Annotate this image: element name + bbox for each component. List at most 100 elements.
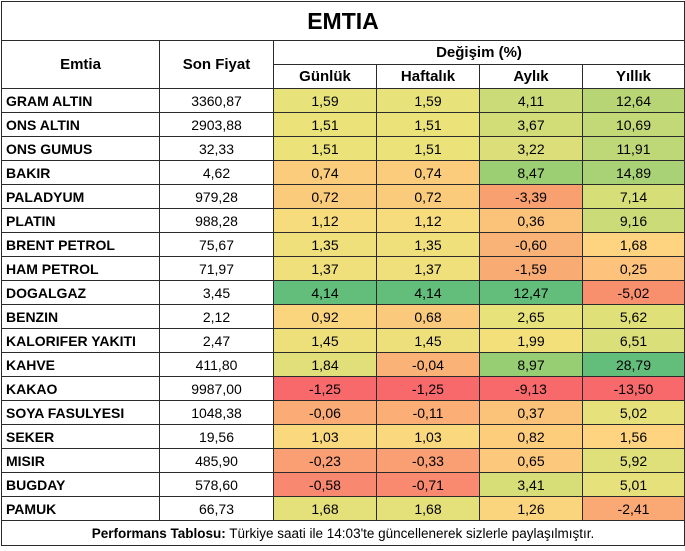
last-price-cell: 3,45 bbox=[159, 280, 274, 305]
last-price-cell: 1048,38 bbox=[159, 400, 274, 425]
monthly-change-cell: 8,47 bbox=[479, 160, 583, 185]
table-row: PLATIN 988,28 1,12 1,12 0,36 9,16 bbox=[1, 208, 685, 233]
weekly-change-cell: 4,14 bbox=[376, 280, 480, 305]
yearly-change-cell: -13,50 bbox=[582, 376, 685, 401]
yearly-change-cell: 7,14 bbox=[582, 184, 685, 209]
yearly-change-cell: 5,92 bbox=[582, 448, 685, 473]
monthly-change-cell: 8,97 bbox=[479, 352, 583, 377]
table-row: MISIR 485,90 -0,23 -0,33 0,65 5,92 bbox=[1, 448, 685, 473]
table-row: GRAM ALTIN 3360,87 1,59 1,59 4,11 12,64 bbox=[1, 88, 685, 113]
header-yearly: Yıllık bbox=[582, 64, 685, 89]
yearly-change-cell: 11,91 bbox=[582, 136, 685, 161]
daily-change-cell: 1,84 bbox=[273, 352, 377, 377]
header-daily: Günlük bbox=[273, 64, 377, 89]
weekly-change-cell: 1,51 bbox=[376, 136, 480, 161]
weekly-change-cell: 1,37 bbox=[376, 256, 480, 281]
table-row: BENZIN 2,12 0,92 0,68 2,65 5,62 bbox=[1, 304, 685, 329]
weekly-change-cell: -0,33 bbox=[376, 448, 480, 473]
monthly-change-cell: 0,82 bbox=[479, 424, 583, 449]
table-row: HAM PETROL 71,97 1,37 1,37 -1,59 0,25 bbox=[1, 256, 685, 281]
table-row: SEKER 19,56 1,03 1,03 0,82 1,56 bbox=[1, 424, 685, 449]
table-row: PAMUK 66,73 1,68 1,68 1,26 -2,41 bbox=[1, 496, 685, 521]
monthly-change-cell: -9,13 bbox=[479, 376, 583, 401]
last-price-cell: 75,67 bbox=[159, 232, 274, 257]
yearly-change-cell: 0,25 bbox=[582, 256, 685, 281]
table-row: SOYA FASULYESI 1048,38 -0,06 -0,11 0,37 5,02 bbox=[1, 400, 685, 425]
table-row: DOGALGAZ 3,45 4,14 4,14 12,47 -5,02 bbox=[1, 280, 685, 305]
yearly-change-cell: -2,41 bbox=[582, 496, 685, 521]
yearly-change-cell: 6,51 bbox=[582, 328, 685, 353]
weekly-change-cell: 1,03 bbox=[376, 424, 480, 449]
last-price-cell: 3360,87 bbox=[159, 88, 274, 113]
last-price-cell: 71,97 bbox=[159, 256, 274, 281]
commodity-name: KAKAO bbox=[1, 376, 160, 401]
weekly-change-cell: 1,45 bbox=[376, 328, 480, 353]
daily-change-cell: 1,59 bbox=[273, 88, 377, 113]
commodity-name: PALADYUM bbox=[1, 184, 160, 209]
yearly-change-cell: 1,56 bbox=[582, 424, 685, 449]
weekly-change-cell: 1,51 bbox=[376, 112, 480, 137]
commodity-name: GRAM ALTIN bbox=[1, 88, 160, 113]
yearly-change-cell: 9,16 bbox=[582, 208, 685, 233]
header-last-price: Son Fiyat bbox=[159, 40, 274, 89]
last-price-cell: 988,28 bbox=[159, 208, 274, 233]
table-footer: Performans Tablosu: Türkiye saati ile 14… bbox=[1, 520, 685, 546]
last-price-cell: 32,33 bbox=[159, 136, 274, 161]
monthly-change-cell: -3,39 bbox=[479, 184, 583, 209]
yearly-change-cell: 5,62 bbox=[582, 304, 685, 329]
monthly-change-cell: 0,65 bbox=[479, 448, 583, 473]
table-row: KAHVE 411,80 1,84 -0,04 8,97 28,79 bbox=[1, 352, 685, 377]
monthly-change-cell: -0,60 bbox=[479, 232, 583, 257]
weekly-change-cell: 1,59 bbox=[376, 88, 480, 113]
yearly-change-cell: 5,01 bbox=[582, 472, 685, 497]
daily-change-cell: -0,58 bbox=[273, 472, 377, 497]
commodity-name: BUGDAY bbox=[1, 472, 160, 497]
weekly-change-cell: 1,12 bbox=[376, 208, 480, 233]
last-price-cell: 66,73 bbox=[159, 496, 274, 521]
commodity-name: BENZIN bbox=[1, 304, 160, 329]
table-row: ONS ALTIN 2903,88 1,51 1,51 3,67 10,69 bbox=[1, 112, 685, 137]
weekly-change-cell: 1,35 bbox=[376, 232, 480, 257]
weekly-change-cell: 0,74 bbox=[376, 160, 480, 185]
last-price-cell: 9987,00 bbox=[159, 376, 274, 401]
commodity-name: ONS GUMUS bbox=[1, 136, 160, 161]
table-row: ONS GUMUS 32,33 1,51 1,51 3,22 11,91 bbox=[1, 136, 685, 161]
commodity-name: ONS ALTIN bbox=[1, 112, 160, 137]
daily-change-cell: 0,72 bbox=[273, 184, 377, 209]
last-price-cell: 485,90 bbox=[159, 448, 274, 473]
monthly-change-cell: 3,67 bbox=[479, 112, 583, 137]
daily-change-cell: 4,14 bbox=[273, 280, 377, 305]
table-row: BRENT PETROL 75,67 1,35 1,35 -0,60 1,68 bbox=[1, 232, 685, 257]
weekly-change-cell: -0,04 bbox=[376, 352, 480, 377]
yearly-change-cell: 10,69 bbox=[582, 112, 685, 137]
daily-change-cell: 0,92 bbox=[273, 304, 377, 329]
daily-change-cell: -0,06 bbox=[273, 400, 377, 425]
commodity-name: KALORIFER YAKITI bbox=[1, 328, 160, 353]
monthly-change-cell: 3,41 bbox=[479, 472, 583, 497]
weekly-change-cell: -1,25 bbox=[376, 376, 480, 401]
table-row: BUGDAY 578,60 -0,58 -0,71 3,41 5,01 bbox=[1, 472, 685, 497]
yearly-change-cell: 12,64 bbox=[582, 88, 685, 113]
commodity-name: DOGALGAZ bbox=[1, 280, 160, 305]
daily-change-cell: 0,74 bbox=[273, 160, 377, 185]
last-price-cell: 2,12 bbox=[159, 304, 274, 329]
yearly-change-cell: 1,68 bbox=[582, 232, 685, 257]
last-price-cell: 411,80 bbox=[159, 352, 274, 377]
commodity-name: PLATIN bbox=[1, 208, 160, 233]
monthly-change-cell: 3,22 bbox=[479, 136, 583, 161]
monthly-change-cell: 1,26 bbox=[479, 496, 583, 521]
monthly-change-cell: 0,37 bbox=[479, 400, 583, 425]
last-price-cell: 2903,88 bbox=[159, 112, 274, 137]
commodity-name: SEKER bbox=[1, 424, 160, 449]
daily-change-cell: 1,35 bbox=[273, 232, 377, 257]
yearly-change-cell: 28,79 bbox=[582, 352, 685, 377]
monthly-change-cell: 2,65 bbox=[479, 304, 583, 329]
commodity-name: HAM PETROL bbox=[1, 256, 160, 281]
footer-text: Türkiye saati ile 14:03'te güncellenerek… bbox=[225, 525, 595, 541]
last-price-cell: 19,56 bbox=[159, 424, 274, 449]
daily-change-cell: -0,23 bbox=[273, 448, 377, 473]
last-price-cell: 2,47 bbox=[159, 328, 274, 353]
footer-label: Performans Tablosu: bbox=[91, 525, 226, 541]
